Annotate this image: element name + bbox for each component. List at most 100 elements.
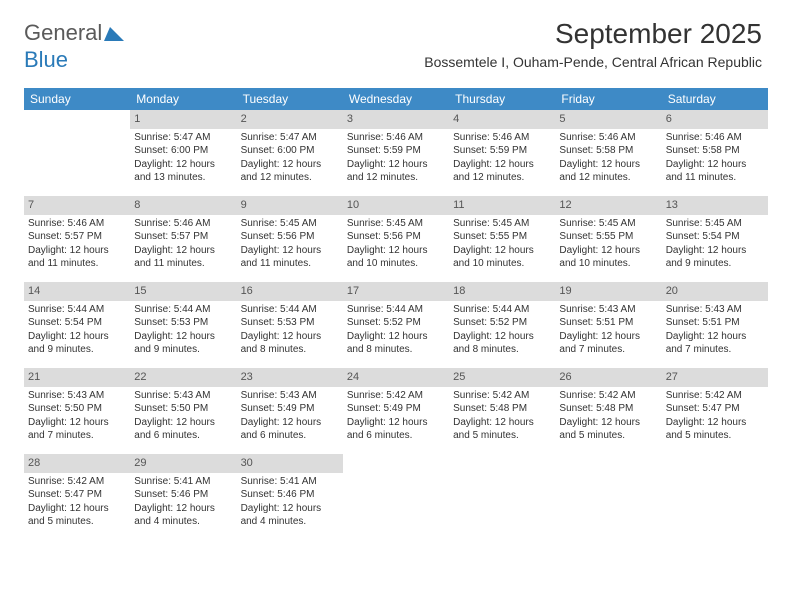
logo-triangle-icon: [104, 21, 124, 47]
day-number: 10: [343, 196, 449, 215]
calendar-day-cell: 26Sunrise: 5:42 AMSunset: 5:48 PMDayligh…: [555, 368, 661, 454]
calendar-day-cell: .: [555, 454, 661, 540]
day-number: 9: [237, 196, 343, 215]
sunset-text: Sunset: 5:54 PM: [666, 230, 764, 244]
sunrise-text: Sunrise: 5:45 AM: [241, 217, 339, 231]
sunset-text: Sunset: 5:51 PM: [666, 316, 764, 330]
calendar-day-cell: 24Sunrise: 5:42 AMSunset: 5:49 PMDayligh…: [343, 368, 449, 454]
daylight-text: Daylight: 12 hours and 11 minutes.: [134, 244, 232, 271]
sunrise-text: Sunrise: 5:42 AM: [453, 389, 551, 403]
calendar-day-cell: 3Sunrise: 5:46 AMSunset: 5:59 PMDaylight…: [343, 110, 449, 196]
sunset-text: Sunset: 5:52 PM: [347, 316, 445, 330]
daylight-text: Daylight: 12 hours and 12 minutes.: [559, 158, 657, 185]
day-number: 11: [449, 196, 555, 215]
calendar-day-cell: 5 Sunrise: 5:46 AMSunset: 5:58 PMDaylight…: [555, 110, 661, 196]
calendar-day-cell: 20Sunrise: 5:43 AMSunset: 5:51 PMDayligh…: [662, 282, 768, 368]
daylight-text: Daylight: 12 hours and 10 minutes.: [347, 244, 445, 271]
daylight-text: Daylight: 12 hours and 10 minutes.: [559, 244, 657, 271]
day-number: 23: [237, 368, 343, 387]
daylight-text: Daylight: 12 hours and 11 minutes.: [28, 244, 126, 271]
sunset-text: Sunset: 5:57 PM: [134, 230, 232, 244]
sunset-text: Sunset: 5:55 PM: [559, 230, 657, 244]
sunset-text: Sunset: 5:58 PM: [559, 144, 657, 158]
sunrise-text: Sunrise: 5:42 AM: [347, 389, 445, 403]
weekday-header: Saturday: [662, 88, 768, 110]
sunset-text: Sunset: 5:50 PM: [134, 402, 232, 416]
calendar-day-cell: 7Sunrise: 5:46 AMSunset: 5:57 PMDaylight…: [24, 196, 130, 282]
sunrise-text: Sunrise: 5:43 AM: [666, 303, 764, 317]
calendar-day-cell: 28Sunrise: 5:42 AMSunset: 5:47 PMDayligh…: [24, 454, 130, 540]
sunrise-text: Sunrise: 5:46 AM: [559, 131, 657, 145]
sunset-text: Sunset: 5:48 PM: [559, 402, 657, 416]
sunset-text: Sunset: 5:49 PM: [347, 402, 445, 416]
calendar-week-row: .1Sunrise: 5:47 AMSunset: 6:00 PMDayligh…: [24, 110, 768, 196]
day-number: 30: [237, 454, 343, 473]
sunrise-text: Sunrise: 5:43 AM: [241, 389, 339, 403]
calendar-week-row: 14Sunrise: 5:44 AMSunset: 5:54 PMDayligh…: [24, 282, 768, 368]
daylight-text: Daylight: 12 hours and 5 minutes.: [666, 416, 764, 443]
day-number: 13: [662, 196, 768, 215]
calendar-week-row: 28Sunrise: 5:42 AMSunset: 5:47 PMDayligh…: [24, 454, 768, 540]
calendar-day-cell: 2Sunrise: 5:47 AMSunset: 6:00 PMDaylight…: [237, 110, 343, 196]
calendar-day-cell: 18Sunrise: 5:44 AMSunset: 5:52 PMDayligh…: [449, 282, 555, 368]
sunrise-text: Sunrise: 5:43 AM: [28, 389, 126, 403]
day-number: 4: [449, 110, 555, 129]
daylight-text: Daylight: 12 hours and 4 minutes.: [241, 502, 339, 529]
sunset-text: Sunset: 5:49 PM: [241, 402, 339, 416]
day-number: 21: [24, 368, 130, 387]
calendar-day-cell: 23Sunrise: 5:43 AMSunset: 5:49 PMDayligh…: [237, 368, 343, 454]
sunrise-text: Sunrise: 5:44 AM: [134, 303, 232, 317]
sunrise-text: Sunrise: 5:43 AM: [134, 389, 232, 403]
daylight-text: Daylight: 12 hours and 10 minutes.: [453, 244, 551, 271]
day-number: 28: [24, 454, 130, 473]
daylight-text: Daylight: 12 hours and 12 minutes.: [241, 158, 339, 185]
sunset-text: Sunset: 5:46 PM: [134, 488, 232, 502]
sunrise-text: Sunrise: 5:41 AM: [134, 475, 232, 489]
calendar-day-cell: 4Sunrise: 5:46 AMSunset: 5:59 PMDaylight…: [449, 110, 555, 196]
logo-word2: Blue: [24, 47, 68, 72]
daylight-text: Daylight: 12 hours and 9 minutes.: [134, 330, 232, 357]
daylight-text: Daylight: 12 hours and 7 minutes.: [559, 330, 657, 357]
calendar-week-row: 21Sunrise: 5:43 AMSunset: 5:50 PMDayligh…: [24, 368, 768, 454]
daylight-text: Daylight: 12 hours and 13 minutes.: [134, 158, 232, 185]
calendar-day-cell: 10Sunrise: 5:45 AMSunset: 5:56 PMDayligh…: [343, 196, 449, 282]
calendar-day-cell: 17Sunrise: 5:44 AMSunset: 5:52 PMDayligh…: [343, 282, 449, 368]
day-number: 5: [555, 110, 661, 129]
page-title: September 2025: [424, 18, 762, 50]
logo-word1: General: [24, 20, 102, 45]
calendar-day-cell: 8Sunrise: 5:46 AMSunset: 5:57 PMDaylight…: [130, 196, 236, 282]
daylight-text: Daylight: 12 hours and 9 minutes.: [28, 330, 126, 357]
daylight-text: Daylight: 12 hours and 8 minutes.: [241, 330, 339, 357]
calendar-day-cell: 15Sunrise: 5:44 AMSunset: 5:53 PMDayligh…: [130, 282, 236, 368]
sunset-text: Sunset: 5:59 PM: [453, 144, 551, 158]
calendar-day-cell: 22Sunrise: 5:43 AMSunset: 5:50 PMDayligh…: [130, 368, 236, 454]
sunset-text: Sunset: 5:48 PM: [453, 402, 551, 416]
calendar-day-cell: 9Sunrise: 5:45 AMSunset: 5:56 PMDaylight…: [237, 196, 343, 282]
calendar-day-cell: .: [662, 454, 768, 540]
daylight-text: Daylight: 12 hours and 7 minutes.: [666, 330, 764, 357]
calendar-day-cell: .: [449, 454, 555, 540]
daylight-text: Daylight: 12 hours and 12 minutes.: [347, 158, 445, 185]
calendar-day-cell: 1Sunrise: 5:47 AMSunset: 6:00 PMDaylight…: [130, 110, 236, 196]
daylight-text: Daylight: 12 hours and 7 minutes.: [28, 416, 126, 443]
sunrise-text: Sunrise: 5:44 AM: [28, 303, 126, 317]
sunset-text: Sunset: 6:00 PM: [241, 144, 339, 158]
sunrise-text: Sunrise: 5:43 AM: [559, 303, 657, 317]
day-number: 3: [343, 110, 449, 129]
day-number: 1: [130, 110, 236, 129]
sunset-text: Sunset: 5:47 PM: [28, 488, 126, 502]
sunset-text: Sunset: 5:46 PM: [241, 488, 339, 502]
day-number: 29: [130, 454, 236, 473]
sunrise-text: Sunrise: 5:42 AM: [666, 389, 764, 403]
sunset-text: Sunset: 5:55 PM: [453, 230, 551, 244]
sunset-text: Sunset: 5:53 PM: [241, 316, 339, 330]
daylight-text: Daylight: 12 hours and 6 minutes.: [134, 416, 232, 443]
day-number: 18: [449, 282, 555, 301]
daylight-text: Daylight: 12 hours and 9 minutes.: [666, 244, 764, 271]
daylight-text: Daylight: 12 hours and 12 minutes.: [453, 158, 551, 185]
calendar-day-cell: 14Sunrise: 5:44 AMSunset: 5:54 PMDayligh…: [24, 282, 130, 368]
weekday-header: Sunday: [24, 88, 130, 110]
calendar-week-row: 7Sunrise: 5:46 AMSunset: 5:57 PMDaylight…: [24, 196, 768, 282]
calendar-day-cell: 21Sunrise: 5:43 AMSunset: 5:50 PMDayligh…: [24, 368, 130, 454]
location-text: Bossemtele I, Ouham-Pende, Central Afric…: [424, 54, 762, 70]
